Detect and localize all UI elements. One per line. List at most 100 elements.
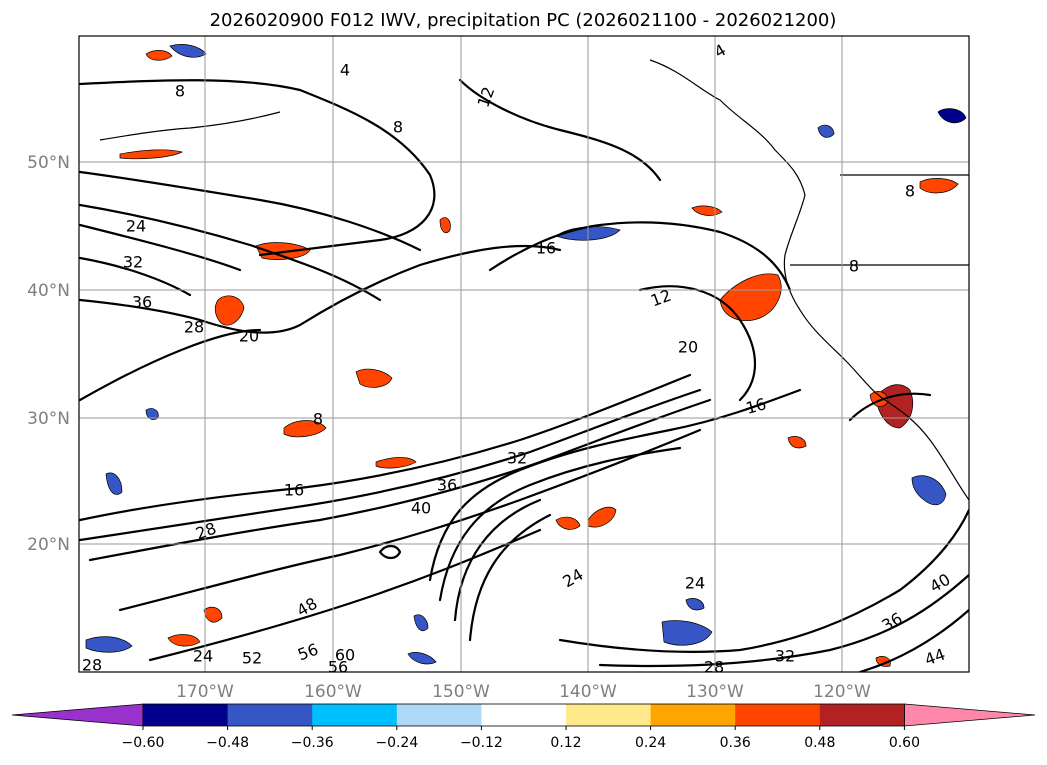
- contour-label: 32: [507, 449, 527, 468]
- contour-label: 32: [123, 253, 143, 272]
- precip-blob: [167, 634, 201, 647]
- contour-line: [468, 513, 552, 642]
- precip-blob: [661, 620, 713, 646]
- colorbar-tick-label: 0.60: [889, 735, 920, 751]
- latitude-labels: 50°N 40°N 30°N 20°N: [27, 153, 70, 555]
- colorbar-tick-labels: −0.60 −0.48 −0.36 −0.24 −0.12 0.12 0.24 0.36 0.4…: [122, 726, 920, 751]
- colorbar-segment: [566, 704, 652, 726]
- precip-blob: [587, 506, 617, 528]
- contour-label: 16: [284, 481, 304, 500]
- colorbar-tick-label: 0.24: [635, 735, 666, 751]
- contour-label: 20: [678, 338, 698, 357]
- contour-label: 24: [193, 647, 213, 666]
- lon-label: 120°W: [813, 682, 871, 702]
- lat-label: 30°N: [27, 409, 70, 429]
- lat-label: 40°N: [27, 281, 70, 301]
- coastline: [99, 111, 281, 141]
- precip-blob: [283, 420, 327, 438]
- precip-blob: [355, 368, 393, 388]
- contour-label: 8: [393, 118, 403, 137]
- precip-blob: [85, 636, 133, 653]
- map-title: 2026020900 F012 IWV, precipitation PC (2…: [210, 10, 837, 31]
- map-background: [79, 36, 969, 672]
- colorbar-segment: [227, 704, 313, 726]
- contour-label: 36: [132, 293, 152, 312]
- contour-line: [558, 508, 969, 654]
- contour-line: [148, 528, 542, 662]
- contour-label: 52: [242, 649, 262, 668]
- precip-blob: [375, 457, 417, 469]
- precip-blob: [787, 436, 807, 449]
- precip-blob: [911, 475, 947, 506]
- contour-label: 4: [340, 61, 350, 80]
- colorbar-tick-label: −0.36: [291, 735, 334, 751]
- contour-line: [79, 328, 262, 402]
- iwv-contours: [79, 78, 969, 672]
- contour-label: 28: [82, 656, 102, 675]
- precip-blob: [413, 614, 429, 631]
- contour-line: [79, 373, 692, 522]
- precip-blob: [203, 606, 223, 623]
- contour-line: [79, 79, 436, 257]
- precipitation-shading: [85, 44, 967, 667]
- colorbar-tick-label: 0.12: [550, 735, 581, 751]
- map-content: [79, 44, 969, 672]
- lat-label: 20°N: [27, 535, 70, 555]
- map-border: [78, 35, 970, 673]
- precip-blob: [919, 178, 959, 194]
- precip-blob: [214, 295, 245, 326]
- colorbar-segment: [650, 704, 736, 726]
- precip-blob: [119, 149, 184, 160]
- contour-line: [488, 221, 792, 292]
- contour-line: [638, 285, 757, 402]
- colorbar-segment: [312, 704, 398, 726]
- contour-label: 16: [744, 394, 769, 418]
- precip-blob: [439, 217, 451, 234]
- colorbar-tick-label: 0.48: [804, 735, 835, 751]
- precip-blob: [407, 652, 437, 665]
- colorbar-segment: [819, 704, 905, 726]
- colorbar-tick-label: −0.24: [375, 735, 418, 751]
- colorbar-segment: [143, 704, 229, 726]
- contour-label: 32: [775, 647, 795, 666]
- lon-label: 160°W: [304, 682, 362, 702]
- contour-label: 28: [184, 318, 204, 337]
- colorbar-tick-label: −0.12: [460, 735, 503, 751]
- contour-label: 8: [905, 182, 915, 201]
- contour-line: [858, 608, 969, 672]
- lon-label: 140°W: [559, 682, 617, 702]
- precip-blob: [937, 108, 967, 124]
- contour-line: [79, 244, 562, 334]
- contour-line: [79, 388, 702, 542]
- contour-label: 24: [126, 217, 146, 236]
- contour-label: 36: [437, 476, 457, 495]
- colorbar-segment: [396, 704, 482, 726]
- colorbar-frame: [142, 703, 905, 727]
- graticule: [79, 36, 969, 672]
- precip-blob: [145, 50, 173, 61]
- colorbar-tick-label: 0.36: [720, 735, 751, 751]
- contour-line: [438, 446, 682, 602]
- contour-line: [598, 573, 969, 668]
- colorbar: [11, 703, 1036, 727]
- contour-line: [79, 203, 382, 302]
- lon-label: 150°W: [432, 682, 490, 702]
- lat-label: 50°N: [27, 153, 70, 173]
- contour-line: [453, 498, 542, 622]
- contour-label: 24: [685, 574, 705, 593]
- contour-line: [79, 170, 422, 252]
- precip-blob: [105, 472, 123, 495]
- precip-blob: [817, 124, 835, 138]
- contour-label: 8: [313, 410, 323, 429]
- contour-line: [848, 392, 932, 422]
- colorbar-tick-label: −0.48: [206, 735, 249, 751]
- colorbar-segment: [735, 704, 821, 726]
- contour-label: 16: [536, 239, 556, 258]
- longitude-labels: 170°W 160°W 150°W 140°W 130°W 120°W: [176, 682, 871, 702]
- colorbar-extend-max: [904, 703, 1036, 727]
- positive-precip-blobs: [119, 50, 959, 667]
- contour-label: 60: [335, 646, 355, 665]
- contour-label: 8: [849, 257, 859, 276]
- contour-line: [79, 223, 242, 272]
